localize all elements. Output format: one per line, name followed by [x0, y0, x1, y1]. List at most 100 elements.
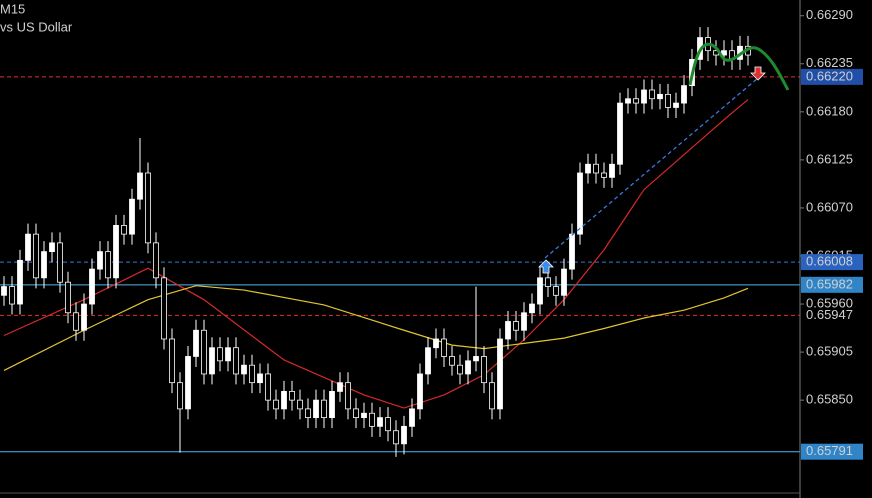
candle-body [393, 430, 399, 445]
candle-body [81, 303, 87, 331]
candle-body [593, 163, 599, 174]
candle-body [249, 364, 255, 384]
moving-average [3, 285, 749, 371]
candle-body [457, 364, 463, 375]
candle-body [521, 312, 527, 331]
candle-body [273, 399, 279, 410]
candle-body [169, 338, 175, 384]
y-tick-label: 0.66235 [806, 55, 853, 70]
candle-body [185, 356, 191, 410]
candle-body [369, 412, 375, 427]
candle-body [17, 259, 23, 305]
candle-body [337, 382, 343, 392]
candle-body [681, 85, 687, 104]
level-label-box [801, 443, 863, 460]
candle-body [617, 102, 623, 165]
candle-body [153, 242, 159, 279]
candle-body [265, 373, 271, 401]
candle-body [529, 303, 535, 314]
candle-body [641, 89, 647, 104]
candle-body [513, 321, 519, 331]
y-tick-label: 0.66125 [806, 151, 853, 166]
level-label-box [801, 276, 863, 293]
y-tick-label: 0.65850 [806, 392, 853, 407]
candle-body [1, 286, 7, 296]
y-tick-label: 0.66070 [806, 199, 853, 214]
level-label: 0.65791 [806, 443, 853, 458]
chart-subtitle: vs US Dollar [0, 19, 73, 34]
candle-body [345, 382, 351, 410]
candle-body [313, 399, 319, 419]
price-axis: 0.66290 0.66235 0.66180 0.66125 0.66070 0.660… [800, 7, 863, 460]
candle-body [49, 242, 55, 253]
candle-body [385, 417, 391, 432]
candle-body [721, 50, 727, 56]
level-label: 0.66220 [806, 68, 853, 83]
sell-arrow [750, 66, 766, 81]
buy-arrow [538, 259, 554, 274]
level-label: 0.65947 [806, 307, 853, 322]
chart-title: M15 [0, 1, 25, 16]
candle-body [113, 225, 119, 279]
moving-average [3, 99, 749, 409]
candle-body [209, 347, 215, 375]
candle-body [241, 364, 247, 375]
candle-body [417, 373, 423, 410]
candle-body [561, 268, 567, 296]
candle-body [569, 233, 575, 270]
annotations [538, 42, 790, 274]
drawn-curve [688, 42, 790, 91]
candle-body [489, 382, 495, 410]
candle-body [225, 347, 231, 362]
candle-body [481, 356, 487, 384]
y-tick-label: 0.66180 [806, 103, 853, 118]
candle-body [145, 172, 151, 244]
candle-body [97, 251, 103, 270]
candle-body [465, 360, 471, 375]
candle-body [657, 93, 663, 100]
candle-body [353, 408, 359, 419]
candle-body [25, 233, 31, 261]
candle-body [409, 408, 415, 427]
candle-body [281, 391, 287, 410]
candle-body [577, 172, 583, 235]
candle-body [289, 391, 295, 401]
candle-body [137, 172, 143, 200]
candle-body [649, 89, 655, 100]
level-label-box [801, 254, 863, 271]
y-tick-label: 0.66290 [806, 7, 853, 22]
candle-body [57, 242, 63, 283]
candle-body [433, 338, 439, 349]
level-label: 0.65982 [806, 276, 853, 291]
candle-body [545, 277, 551, 287]
candle-body [305, 408, 311, 419]
plot-area [0, 27, 800, 457]
candle-body [193, 329, 199, 357]
candle-body [377, 417, 383, 427]
candle-body [201, 329, 207, 375]
candle-body [441, 338, 447, 357]
candle-body [105, 251, 111, 279]
level-label: 0.66008 [806, 254, 853, 269]
candle-body [497, 338, 503, 410]
candle-body [609, 163, 615, 178]
candle-body [9, 286, 15, 305]
candle-body [321, 399, 327, 419]
candle-body [601, 172, 607, 178]
y-tick-label: 0.65905 [806, 344, 853, 359]
candle-body [553, 286, 559, 296]
candle-body [233, 347, 239, 375]
candle-body [537, 277, 543, 305]
candle-body [329, 391, 335, 419]
candle-body [41, 251, 47, 279]
candle-body [625, 98, 631, 104]
candle-body [217, 347, 223, 362]
candle-body [65, 281, 71, 314]
candle-body [633, 98, 639, 104]
candle-body [257, 373, 263, 384]
level-label-box [801, 68, 863, 85]
candle-body [89, 268, 95, 305]
candle-body [161, 277, 167, 340]
y-tick-label: 0.65960 [806, 295, 853, 310]
